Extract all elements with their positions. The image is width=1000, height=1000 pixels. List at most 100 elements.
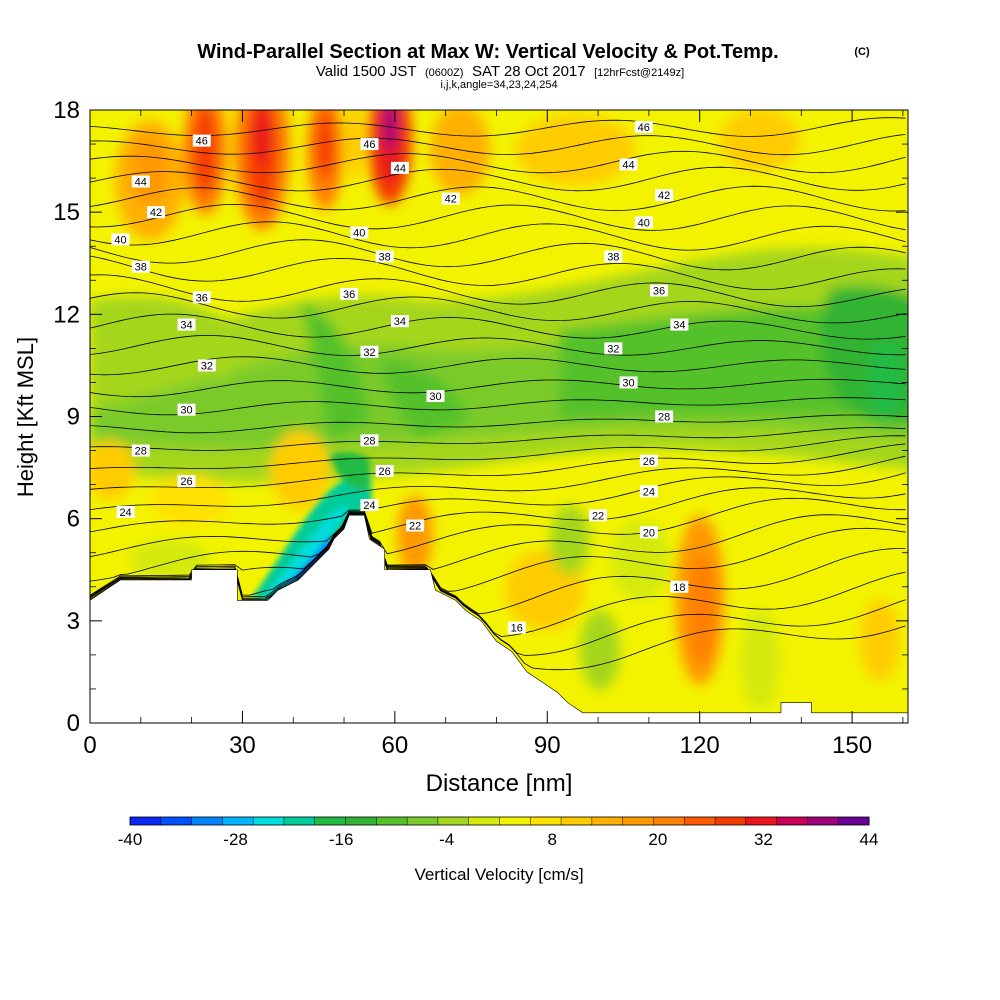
isentrope-label-bg	[131, 175, 150, 188]
isentrope-label-bg	[655, 410, 674, 423]
isentrope-line	[90, 414, 906, 434]
isentrope-label-bg	[131, 444, 150, 457]
colorbar-tick-label: -4	[439, 830, 454, 849]
isentrope-label-bg	[192, 291, 211, 304]
x-tick-label: 30	[229, 732, 256, 759]
isentrope-line	[90, 397, 906, 416]
isentrope-label-bg	[177, 475, 196, 488]
isentrope-label: 24	[363, 500, 375, 512]
isentrope-label: 46	[196, 136, 208, 148]
isentrope-label: 36	[653, 285, 665, 297]
isentrope-label-bg	[360, 345, 379, 358]
isentrope-label: 44	[135, 177, 147, 189]
colorbar-label: Vertical Velocity [cm/s]	[414, 865, 583, 884]
isentrope-label-bg	[116, 505, 135, 518]
isentrope-label-bg	[604, 250, 623, 263]
isentrope-label-bg	[634, 216, 653, 229]
y-tick-label: 12	[53, 301, 80, 328]
isentrope-line	[90, 221, 906, 251]
colorbar-swatch	[530, 817, 562, 825]
isentrope-label: 32	[607, 343, 619, 355]
isentrope-label-bg	[375, 464, 394, 477]
subtitle-utc: (0600Z)	[425, 67, 464, 79]
x-axis-label: Distance [nm]	[426, 770, 573, 797]
colorbar-swatch	[591, 817, 624, 825]
isentrope-label-bg	[177, 403, 196, 416]
isentrope-label: 22	[592, 510, 604, 522]
colorbar-tick-label: -40	[118, 830, 143, 849]
isentrope-label: 46	[363, 139, 375, 151]
x-tick-label: 150	[832, 732, 872, 759]
colorbar-swatch	[191, 817, 223, 825]
isentrope-line	[90, 497, 906, 582]
isentrope-label: 26	[180, 476, 192, 488]
isentrope-line	[90, 427, 906, 451]
isentrope-label: 36	[196, 292, 208, 304]
x-tick-label: 0	[83, 732, 96, 759]
isentrope-line	[90, 274, 906, 308]
isentrope-line	[90, 514, 906, 615]
isentrope-label-bg	[507, 621, 526, 634]
isentrope-labels: 46 46 46 44 44 44 42 42 42 40 40 40 38 38 38 36 36 36 34 34…	[111, 121, 689, 635]
y-tick-label: 18	[53, 97, 80, 124]
colorbar-swatch	[684, 817, 716, 825]
isentrope-label-bg	[360, 138, 379, 151]
isentrope-label: 22	[409, 520, 421, 532]
y-tick-label: 9	[67, 404, 80, 431]
isentrope-label-bg	[131, 260, 150, 273]
isentrope-line	[90, 378, 906, 398]
y-axis-label: Height [Kft MSL]	[13, 337, 38, 497]
chart-title-mark: (C)	[854, 46, 870, 58]
isentrope-line	[90, 313, 906, 340]
colorbar-swatch	[561, 817, 593, 825]
isentrope-label-bg	[147, 206, 166, 219]
isentrope-label-bg	[350, 226, 369, 239]
isentrope-label-bg	[604, 342, 623, 355]
isentrope-label-bg	[441, 192, 460, 205]
isentrope-label: 40	[353, 228, 365, 240]
isentrope-label-bg	[589, 509, 608, 522]
isentrope-label: 16	[511, 623, 523, 635]
isentrope-label: 24	[643, 486, 655, 498]
isentrope-label: 34	[673, 320, 685, 332]
isentrope-label-bg	[360, 434, 379, 447]
isentrope-label-bg	[177, 318, 196, 331]
isentrope-line	[90, 134, 906, 156]
isentrope-label-bg	[390, 315, 409, 328]
isentrope-line	[90, 335, 906, 356]
isentrope-label-bg	[670, 318, 689, 331]
isentrope-label: 28	[135, 446, 147, 458]
isentrope-label-bg	[639, 526, 658, 539]
colorbar-swatch	[468, 817, 500, 825]
colorbar-swatch	[745, 817, 778, 825]
isentrope-label-bg	[111, 233, 130, 246]
chart-title: Wind-Parallel Section at Max W: Vertical…	[197, 41, 778, 63]
isentrope-label: 38	[607, 251, 619, 263]
colorbar-tick-label: -16	[329, 830, 354, 849]
isentrope-label: 32	[201, 360, 213, 372]
isentrope-line	[90, 255, 906, 290]
isentrope-label-bg	[670, 580, 689, 593]
x-tick-label: 120	[680, 732, 720, 759]
isentrope-label: 44	[622, 159, 634, 171]
isentrope-label-bg	[390, 161, 409, 174]
isentrope-label: 36	[343, 289, 355, 301]
colorbar-swatch	[807, 817, 839, 825]
isentrope-line	[90, 185, 906, 212]
colorbar-swatch	[283, 817, 316, 825]
isentrope-label-bg	[192, 134, 211, 147]
isentrope-label-bg	[197, 359, 216, 372]
isentrope-line	[90, 512, 906, 596]
colorbar-swatch	[253, 817, 285, 825]
colorbar-swatch	[314, 817, 347, 825]
isentrope-line	[90, 515, 906, 637]
isentrope-label-bg	[650, 284, 669, 297]
isentrope-line	[90, 435, 906, 470]
y-tick-label: 6	[67, 506, 80, 533]
colorbar-tick-label: 32	[754, 830, 773, 849]
isentrope-label-bg	[639, 485, 658, 498]
colorbar-swatch	[499, 817, 531, 825]
colorbar-swatch	[715, 817, 747, 825]
